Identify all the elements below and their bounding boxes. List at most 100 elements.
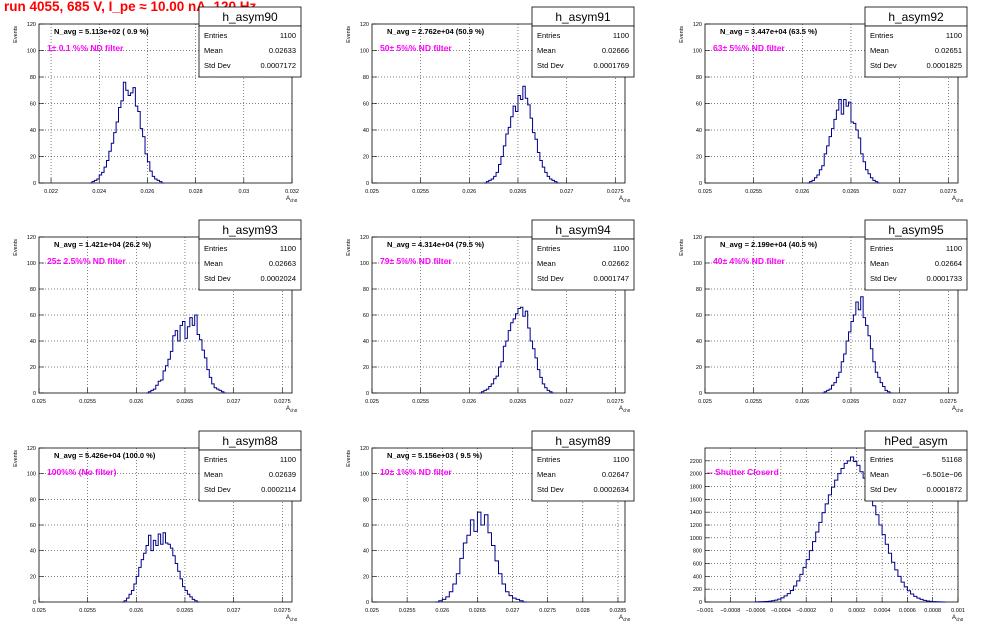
stats-value: 0.02666 bbox=[602, 46, 629, 55]
filter-annotation: 1± 0.1 %% ND filter bbox=[47, 43, 124, 53]
x-tick-label: 0.026 bbox=[462, 189, 476, 195]
y-tick-label: 2000 bbox=[690, 472, 702, 478]
y-tick-label: 40 bbox=[363, 128, 369, 134]
stats-label: Std Dev bbox=[870, 485, 897, 494]
filter-annotation: 25± 2.5%% ND filter bbox=[47, 256, 127, 266]
x-tick-label: 0.0275 bbox=[607, 399, 624, 405]
stats-label: Mean bbox=[204, 46, 223, 55]
x-tick-label: 0.03 bbox=[238, 189, 249, 195]
stats-label: Std Dev bbox=[870, 61, 897, 70]
y-tick-label: 1400 bbox=[690, 510, 702, 516]
histogram-panel-hPed_asym: −0.001 −0.0008 −0.0006 −0.0004 −0.0002 0 0.000… bbox=[690, 430, 968, 622]
y-tick-label: 0 bbox=[366, 391, 369, 397]
histogram-series bbox=[479, 306, 555, 394]
stats-label: Entries bbox=[537, 244, 561, 253]
stats-value: 1100 bbox=[946, 31, 962, 40]
x-tick-label: 0.027 bbox=[893, 399, 907, 405]
histogram-panel-h_asym94: 0.025 0.0255 0.026 0.0265 0.027 0.0275 0 20 40 60… bbox=[346, 219, 635, 413]
y-tick-label: 100 bbox=[360, 472, 369, 478]
histogram-name: h_asym92 bbox=[888, 10, 944, 24]
navg-annotation: N_avg = 2.762e+04 (50.9 %) bbox=[387, 27, 485, 36]
filter-annotation: 63± 5%% ND filter bbox=[713, 43, 785, 53]
x-tick-label: −0.001 bbox=[697, 608, 714, 614]
histogram-name: h_asym90 bbox=[222, 10, 278, 24]
y-tick-label: 40 bbox=[30, 128, 36, 134]
y-tick-label: 0 bbox=[366, 600, 369, 606]
x-tick-label: 0.0275 bbox=[940, 189, 957, 195]
filter-annotation: 10± 1%% ND filter bbox=[380, 467, 452, 477]
y-axis-title: Events bbox=[13, 26, 19, 43]
y-tick-label: 120 bbox=[27, 235, 36, 241]
stats-value: 0.02664 bbox=[935, 259, 962, 268]
histogram-series bbox=[435, 511, 527, 603]
x-tick-label: 0.028 bbox=[189, 189, 203, 195]
y-tick-label: 100 bbox=[693, 261, 702, 267]
stats-value: 1100 bbox=[280, 31, 296, 40]
y-tick-label: 20 bbox=[30, 155, 36, 161]
stats-box bbox=[198, 238, 302, 291]
x-axis-title: Ach0 bbox=[952, 615, 964, 622]
stats-value: 1100 bbox=[280, 455, 296, 464]
y-tick-label: 100 bbox=[27, 472, 36, 478]
y-tick-label: 120 bbox=[360, 22, 369, 28]
x-tick-label: 0.0006 bbox=[899, 608, 916, 614]
x-axis-title: Ach0 bbox=[952, 406, 964, 413]
filter-annotation: -- Shutter Closerd bbox=[707, 467, 779, 477]
stats-label: Entries bbox=[870, 455, 894, 464]
y-tick-label: 60 bbox=[363, 102, 369, 108]
histogram-series bbox=[755, 456, 946, 603]
stats-value: 0.0001825 bbox=[927, 61, 962, 70]
stats-label: Mean bbox=[870, 46, 889, 55]
histogram-name: h_asym91 bbox=[555, 10, 611, 24]
y-tick-label: 0 bbox=[33, 391, 36, 397]
y-tick-label: 80 bbox=[363, 497, 369, 503]
y-tick-label: 20 bbox=[696, 155, 702, 161]
stats-value: 0.02639 bbox=[269, 470, 296, 479]
stats-value: 1100 bbox=[613, 455, 629, 464]
stats-label: Entries bbox=[204, 455, 228, 464]
x-tick-label: −0.0002 bbox=[796, 608, 816, 614]
y-tick-label: 1000 bbox=[690, 536, 702, 542]
x-axis-title: Ach0 bbox=[286, 615, 298, 622]
stats-label: Entries bbox=[870, 244, 894, 253]
stats-value: 0.0001872 bbox=[927, 485, 962, 494]
x-tick-label: −0.0006 bbox=[746, 608, 766, 614]
y-tick-label: 200 bbox=[693, 587, 702, 593]
stats-box bbox=[864, 238, 968, 291]
histogram-name: h_asym95 bbox=[888, 223, 944, 237]
x-tick-label: 0.0265 bbox=[510, 399, 527, 405]
x-tick-label: 0.025 bbox=[698, 399, 712, 405]
y-tick-label: 20 bbox=[363, 365, 369, 371]
stats-label: Std Dev bbox=[204, 61, 231, 70]
x-tick-label: 0.0265 bbox=[843, 189, 860, 195]
y-tick-label: 80 bbox=[363, 287, 369, 293]
x-tick-label: 0.027 bbox=[506, 608, 520, 614]
y-tick-label: 0 bbox=[699, 181, 702, 187]
y-tick-label: 60 bbox=[30, 313, 36, 319]
histogram-series bbox=[89, 81, 165, 184]
histogram-series bbox=[146, 314, 227, 394]
x-axis-title: Ach0 bbox=[619, 615, 631, 622]
histogram-panel-h_asym90: 0.022 0.024 0.026 0.028 0.03 0.032 0 20 40 60 80 10… bbox=[13, 6, 302, 203]
x-tick-label: 0.026 bbox=[129, 608, 143, 614]
x-tick-label: 0.027 bbox=[893, 189, 907, 195]
x-tick-label: 0.0265 bbox=[843, 399, 860, 405]
stats-label: Mean bbox=[537, 259, 556, 268]
navg-annotation: N_avg = 1.421e+04 (26.2 %) bbox=[54, 240, 152, 249]
x-tick-label: 0.022 bbox=[44, 189, 58, 195]
x-tick-label: 0.0265 bbox=[510, 189, 527, 195]
y-tick-label: 120 bbox=[360, 446, 369, 452]
stats-label: Std Dev bbox=[870, 274, 897, 283]
y-tick-label: 60 bbox=[696, 313, 702, 319]
stats-value: 0.0001733 bbox=[927, 274, 962, 283]
x-tick-label: 0.027 bbox=[560, 189, 574, 195]
stats-box bbox=[864, 449, 968, 502]
y-tick-label: 800 bbox=[693, 549, 702, 555]
x-tick-label: 0.025 bbox=[32, 399, 46, 405]
x-tick-label: −0.0008 bbox=[720, 608, 740, 614]
stats-value: 0.02663 bbox=[269, 259, 296, 268]
stats-label: Mean bbox=[870, 259, 889, 268]
stats-label: Mean bbox=[204, 259, 223, 268]
stats-value: 1100 bbox=[613, 31, 629, 40]
y-tick-label: 20 bbox=[696, 365, 702, 371]
